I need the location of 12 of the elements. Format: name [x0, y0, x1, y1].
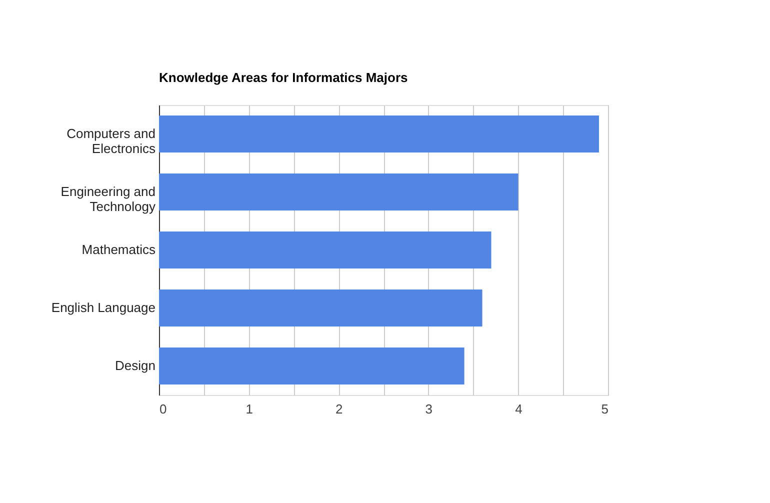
x-tick-label: 1 [246, 402, 253, 416]
x-tick-label: 2 [335, 402, 343, 416]
x-tick-label: 5 [601, 402, 608, 416]
chart-title: Knowledge Areas for Informatics Majors [159, 70, 408, 85]
y-tick-label: Computers and Electronics [66, 126, 156, 156]
x-tick-label: 3 [425, 402, 433, 416]
y-tick-label: Engineering and Technology [60, 184, 156, 214]
y-tick-label: Design [115, 358, 156, 373]
x-tick-label: 4 [515, 402, 522, 416]
y-tick-label: Mathematics [82, 242, 156, 257]
y-tick-label: English Language [51, 300, 156, 315]
x-tick-label: 0 [160, 402, 167, 416]
